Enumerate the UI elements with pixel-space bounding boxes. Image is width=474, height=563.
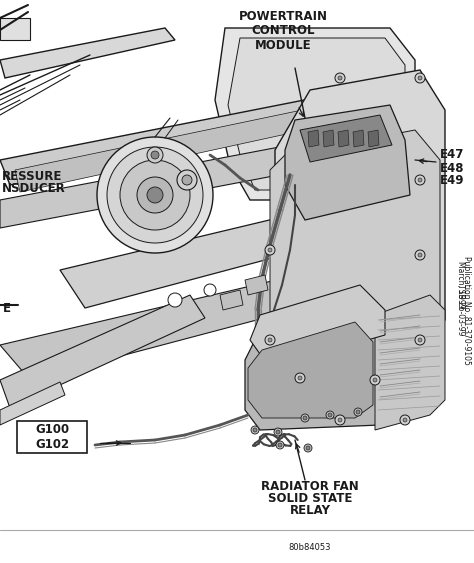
Polygon shape [0, 145, 305, 228]
Circle shape [415, 335, 425, 345]
Circle shape [278, 443, 282, 447]
Circle shape [120, 160, 190, 230]
Polygon shape [0, 28, 175, 78]
Circle shape [418, 253, 422, 257]
Circle shape [276, 441, 284, 449]
Circle shape [137, 177, 173, 213]
Circle shape [265, 245, 275, 255]
Circle shape [295, 373, 305, 383]
Circle shape [177, 170, 197, 190]
Circle shape [147, 147, 163, 163]
Polygon shape [0, 382, 65, 425]
Circle shape [415, 175, 425, 185]
Circle shape [403, 418, 407, 422]
Text: E: E [3, 302, 11, 315]
Circle shape [418, 338, 422, 342]
Text: RESSURE: RESSURE [2, 170, 63, 183]
Circle shape [303, 416, 307, 420]
Text: POWERTRAIN
CONTROL
MODULE: POWERTRAIN CONTROL MODULE [238, 10, 328, 52]
Text: RELAY: RELAY [290, 504, 330, 517]
Circle shape [97, 137, 213, 253]
Circle shape [298, 376, 302, 380]
Circle shape [326, 411, 334, 419]
Polygon shape [220, 290, 243, 310]
Polygon shape [270, 130, 440, 368]
FancyBboxPatch shape [17, 421, 87, 453]
Text: 80b84053: 80b84053 [289, 543, 331, 552]
Text: E48: E48 [440, 162, 465, 175]
Polygon shape [375, 295, 445, 430]
Polygon shape [353, 130, 364, 147]
Text: SOLID STATE: SOLID STATE [268, 492, 352, 505]
Circle shape [356, 410, 360, 414]
Circle shape [418, 76, 422, 80]
Polygon shape [60, 190, 415, 308]
Circle shape [251, 426, 259, 434]
Circle shape [147, 187, 163, 203]
Circle shape [338, 418, 342, 422]
Circle shape [415, 73, 425, 83]
Text: NSDUCER: NSDUCER [2, 182, 66, 195]
Circle shape [418, 178, 422, 182]
Circle shape [304, 444, 312, 452]
Circle shape [276, 430, 280, 434]
Polygon shape [338, 130, 349, 147]
Polygon shape [215, 28, 415, 200]
Polygon shape [0, 295, 205, 408]
Circle shape [107, 147, 203, 243]
Circle shape [335, 415, 345, 425]
Text: RADIATOR FAN: RADIATOR FAN [261, 480, 359, 493]
Text: G100
G102: G100 G102 [35, 423, 69, 451]
Polygon shape [0, 90, 370, 185]
Circle shape [415, 250, 425, 260]
Circle shape [335, 73, 345, 83]
Circle shape [301, 414, 309, 422]
Circle shape [182, 175, 192, 185]
Polygon shape [228, 38, 405, 190]
Polygon shape [368, 130, 379, 147]
Polygon shape [15, 100, 360, 192]
Polygon shape [323, 130, 334, 147]
Text: March, 1999: March, 1999 [456, 261, 465, 309]
Circle shape [328, 413, 332, 417]
Polygon shape [285, 105, 410, 220]
Text: TSB 26-03-99: TSB 26-03-99 [456, 284, 465, 336]
Text: Publication No. 81-370-9105: Publication No. 81-370-9105 [463, 256, 472, 364]
Text: E47: E47 [440, 149, 465, 162]
Polygon shape [248, 322, 373, 418]
Polygon shape [245, 275, 268, 295]
Polygon shape [300, 115, 392, 162]
Circle shape [338, 76, 342, 80]
Polygon shape [308, 130, 319, 147]
Circle shape [274, 428, 282, 436]
Polygon shape [0, 18, 30, 40]
Circle shape [268, 248, 272, 252]
Polygon shape [245, 310, 390, 430]
Circle shape [168, 293, 182, 307]
Circle shape [400, 415, 410, 425]
Circle shape [373, 378, 377, 382]
Circle shape [253, 428, 257, 432]
Circle shape [268, 338, 272, 342]
Polygon shape [275, 70, 445, 380]
Circle shape [306, 446, 310, 450]
Polygon shape [0, 265, 370, 380]
Circle shape [151, 151, 159, 159]
Circle shape [354, 408, 362, 416]
Text: E49: E49 [440, 175, 465, 187]
Circle shape [265, 335, 275, 345]
Polygon shape [250, 285, 385, 368]
Circle shape [204, 284, 216, 296]
Circle shape [370, 375, 380, 385]
